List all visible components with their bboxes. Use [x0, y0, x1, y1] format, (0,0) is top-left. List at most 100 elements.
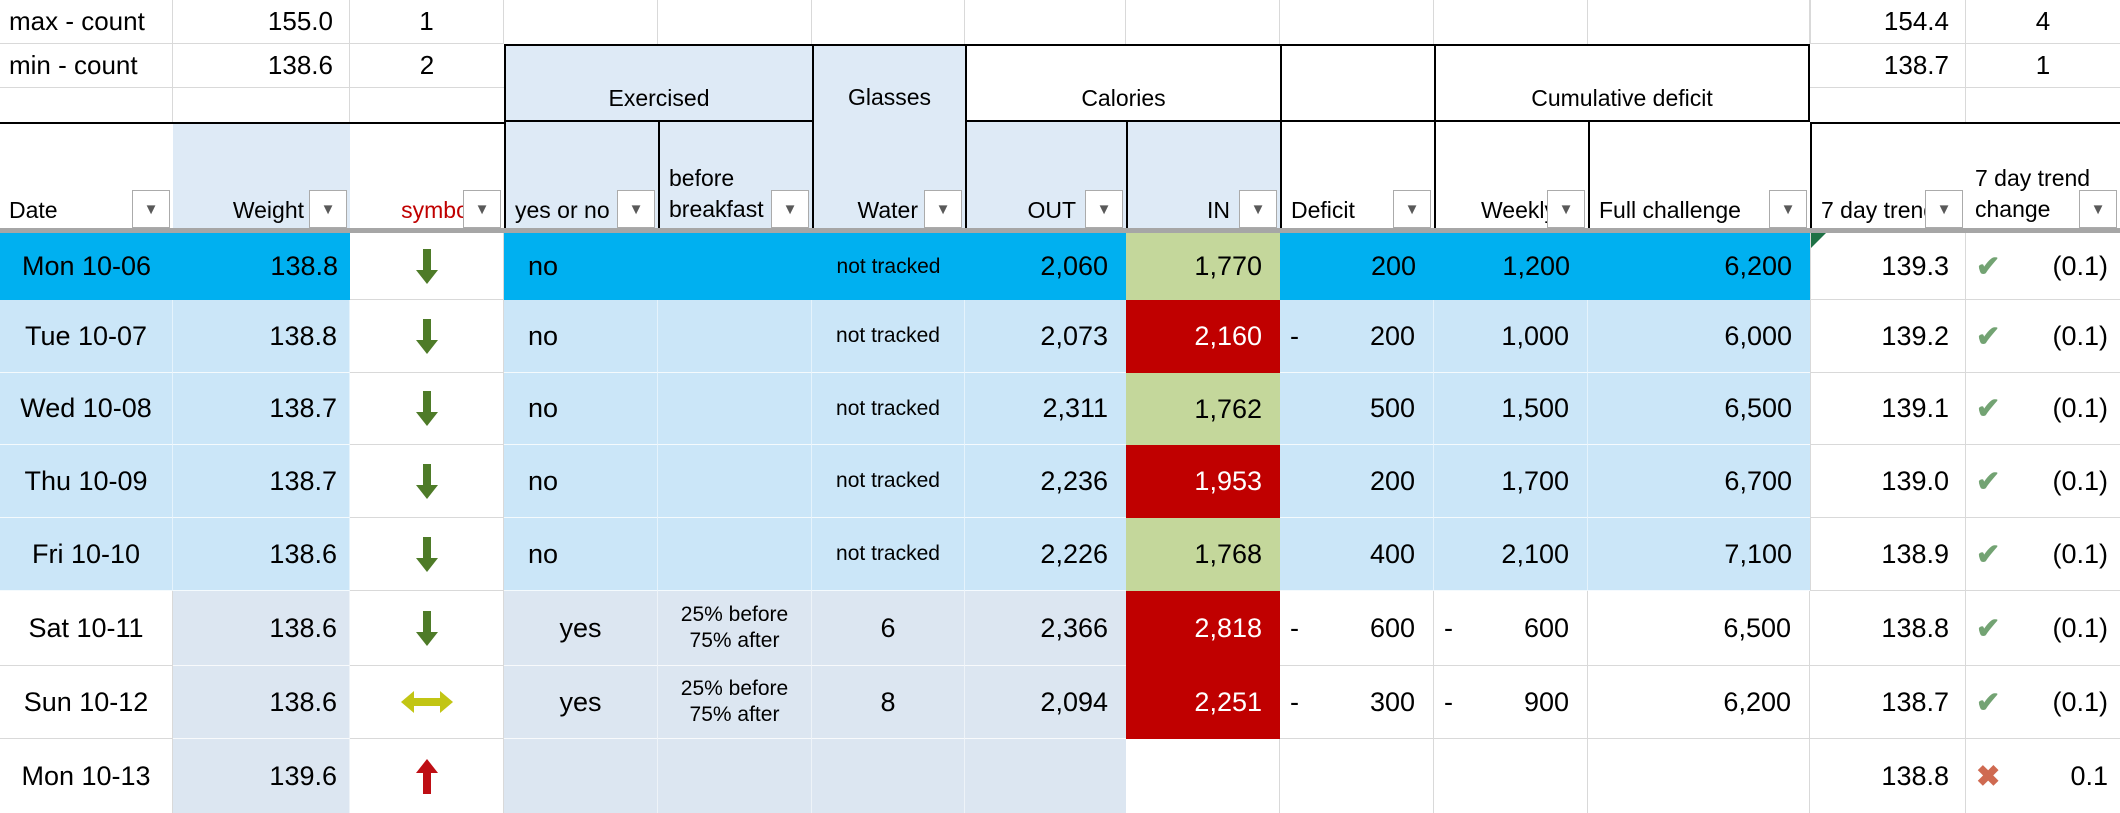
weight-cell[interactable]: 138.8: [173, 300, 350, 373]
weight-cell[interactable]: 138.6: [173, 518, 350, 591]
calories-in-cell[interactable]: 1,768: [1126, 518, 1280, 591]
yes-or-no-filter-dropdown-button[interactable]: ▼: [617, 190, 655, 228]
weight-cell[interactable]: 138.8: [173, 233, 350, 300]
symbol-cell[interactable]: [350, 233, 504, 300]
date-cell[interactable]: Tue 10-07: [0, 300, 173, 373]
calories-out-cell[interactable]: 2,226: [965, 518, 1126, 591]
stat-min-count[interactable]: 2: [350, 44, 504, 88]
weight-cell[interactable]: 138.6: [173, 591, 350, 666]
trend-cell[interactable]: 138.9: [1810, 518, 1966, 591]
before-breakfast-cell[interactable]: [658, 300, 812, 373]
deficit-cell[interactable]: - 600: [1280, 591, 1434, 666]
water-cell[interactable]: not tracked: [812, 373, 965, 445]
empty-cell[interactable]: [1434, 0, 1588, 44]
before-breakfast-filter-dropdown-button[interactable]: ▼: [771, 190, 809, 228]
column-header-full-challenge[interactable]: Full challenge ▼: [1588, 122, 1810, 233]
deficit-cell[interactable]: 200: [1280, 445, 1434, 518]
calories-in-cell[interactable]: [1126, 739, 1280, 813]
exercised-cell[interactable]: yes: [504, 666, 658, 739]
full-challenge-cell[interactable]: 6,000: [1588, 300, 1810, 373]
trend-change-cell[interactable]: ✔ (0.1): [1966, 518, 2120, 591]
symbol-cell[interactable]: [350, 739, 504, 813]
symbol-cell[interactable]: [350, 591, 504, 666]
trend-change-cell[interactable]: ✔ (0.1): [1966, 591, 2120, 666]
trend-filter-dropdown-button[interactable]: ▼: [1925, 190, 1963, 228]
trend-change-cell[interactable]: ✔ (0.1): [1966, 666, 2120, 739]
exercised-cell[interactable]: no: [504, 373, 658, 445]
deficit-filter-dropdown-button[interactable]: ▼: [1393, 190, 1431, 228]
exercised-cell[interactable]: no: [504, 233, 658, 300]
before-breakfast-cell[interactable]: [658, 373, 812, 445]
stat-min-weight[interactable]: 138.6: [173, 44, 350, 88]
weekly-deficit-cell[interactable]: 1,500: [1434, 373, 1588, 445]
stat-trend-max[interactable]: 154.4: [1810, 0, 1966, 44]
empty-cell[interactable]: [173, 88, 350, 122]
before-breakfast-cell[interactable]: 25% before 75% after: [658, 666, 812, 739]
calories-in-cell[interactable]: 2,251: [1126, 666, 1280, 739]
column-header-deficit[interactable]: Deficit ▼: [1280, 122, 1434, 233]
weekly-deficit-cell[interactable]: - 600: [1434, 591, 1588, 666]
empty-cell[interactable]: [1126, 0, 1280, 44]
calories-in-cell[interactable]: 2,160: [1126, 300, 1280, 373]
date-cell[interactable]: Fri 10-10: [0, 518, 173, 591]
weight-cell[interactable]: 138.7: [173, 373, 350, 445]
symbol-cell[interactable]: [350, 445, 504, 518]
weight-cell[interactable]: 138.6: [173, 666, 350, 739]
exercised-cell[interactable]: [504, 739, 658, 813]
water-cell[interactable]: not tracked: [812, 300, 965, 373]
date-cell[interactable]: Sat 10-11: [0, 591, 173, 666]
empty-cell[interactable]: [965, 0, 1126, 44]
trend-cell[interactable]: 138.8: [1810, 591, 1966, 666]
group-header-exercised[interactable]: Exercised: [504, 44, 812, 122]
symbol-cell[interactable]: [350, 300, 504, 373]
empty-cell[interactable]: [1966, 88, 2120, 122]
date-cell[interactable]: Thu 10-09: [0, 445, 173, 518]
deficit-cell[interactable]: 400: [1280, 518, 1434, 591]
weekly-deficit-cell[interactable]: [1434, 739, 1588, 813]
before-breakfast-cell[interactable]: [658, 518, 812, 591]
column-header-weight[interactable]: Weight ▼: [173, 122, 350, 233]
water-cell[interactable]: [812, 739, 965, 813]
deficit-cell[interactable]: - 300: [1280, 666, 1434, 739]
symbol-cell[interactable]: [350, 518, 504, 591]
stat-trend-min[interactable]: 138.7: [1810, 44, 1966, 88]
weekly-deficit-cell[interactable]: 1,000: [1434, 300, 1588, 373]
weight-cell[interactable]: 138.7: [173, 445, 350, 518]
group-header-calories[interactable]: Calories: [965, 44, 1280, 122]
empty-cell[interactable]: [812, 0, 965, 44]
full-challenge-cell[interactable]: [1588, 739, 1810, 813]
trend-change-cell[interactable]: ✔ (0.1): [1966, 233, 2120, 300]
empty-cell[interactable]: [1810, 88, 1966, 122]
column-header-weekly[interactable]: Weekly ▼: [1434, 122, 1588, 233]
water-cell[interactable]: not tracked: [812, 518, 965, 591]
trend-change-cell[interactable]: ✔ (0.1): [1966, 300, 2120, 373]
weekly-deficit-cell[interactable]: 1,200: [1434, 233, 1588, 300]
date-cell[interactable]: Mon 10-13: [0, 739, 173, 813]
in-filter-dropdown-button[interactable]: ▼: [1239, 190, 1277, 228]
deficit-cell[interactable]: 500: [1280, 373, 1434, 445]
before-breakfast-cell[interactable]: [658, 739, 812, 813]
before-breakfast-cell[interactable]: 25% before 75% after: [658, 591, 812, 666]
calories-out-cell[interactable]: 2,094: [965, 666, 1126, 739]
trend-change-filter-dropdown-button[interactable]: ▼: [2079, 190, 2117, 228]
trend-cell[interactable]: 138.7: [1810, 666, 1966, 739]
column-header-7-day-trend[interactable]: 7 day trend ▼: [1810, 122, 1966, 233]
weight-cell[interactable]: 139.6: [173, 739, 350, 813]
full-challenge-cell[interactable]: 6,700: [1588, 445, 1810, 518]
symbol-cell[interactable]: [350, 666, 504, 739]
empty-cell[interactable]: [1588, 0, 1810, 44]
empty-cell[interactable]: [504, 0, 658, 44]
date-filter-dropdown-button[interactable]: ▼: [132, 190, 170, 228]
calories-in-cell[interactable]: 1,770: [1126, 233, 1280, 300]
date-cell[interactable]: Sun 10-12: [0, 666, 173, 739]
symbol-cell[interactable]: [350, 373, 504, 445]
calories-in-cell[interactable]: 1,762: [1126, 373, 1280, 445]
column-header-date[interactable]: Date ▼: [0, 122, 173, 233]
full-challenge-cell[interactable]: 6,200: [1588, 666, 1810, 739]
trend-change-cell[interactable]: ✔ (0.1): [1966, 373, 2120, 445]
symbol-filter-dropdown-button[interactable]: ▼: [463, 190, 501, 228]
trend-cell[interactable]: 139.0: [1810, 445, 1966, 518]
calories-out-cell[interactable]: 2,366: [965, 591, 1126, 666]
stat-trend-min-count[interactable]: 1: [1966, 44, 2120, 88]
stat-min-label[interactable]: min - count: [0, 44, 173, 88]
